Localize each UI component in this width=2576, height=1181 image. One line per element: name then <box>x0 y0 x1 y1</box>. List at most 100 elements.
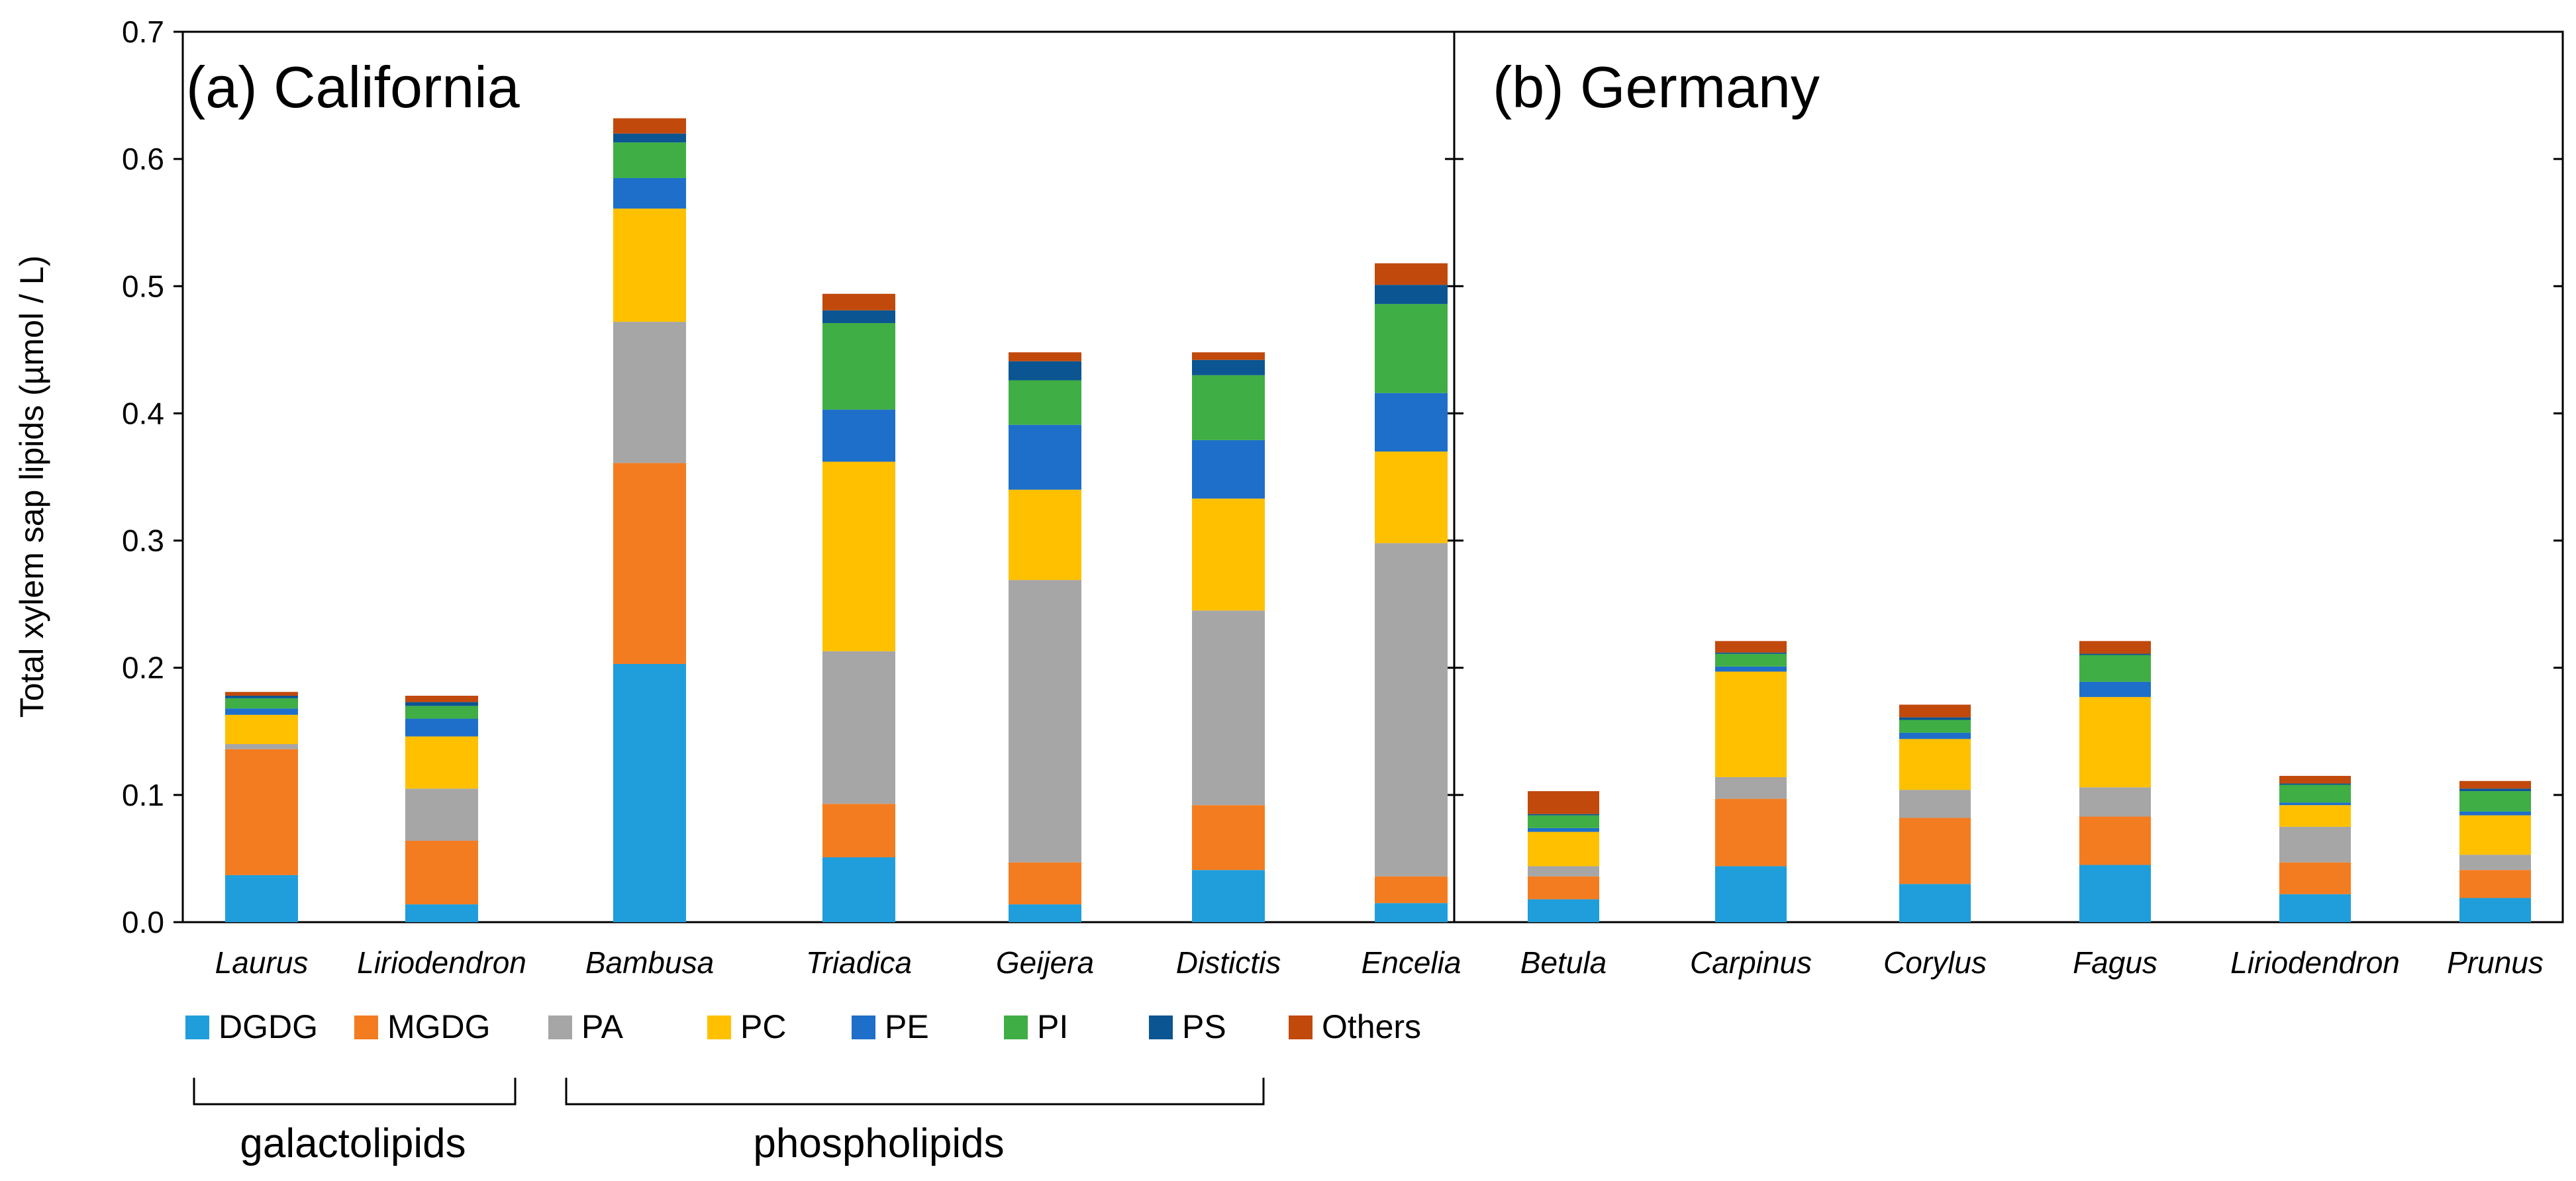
bar-encelia-pa <box>1375 543 1448 876</box>
bar-encelia-dgdg <box>1375 903 1448 922</box>
bar-geijera-ps <box>1009 361 1081 381</box>
bar-fagus-ps <box>2079 653 2151 655</box>
y-tick-label: 0.7 <box>122 15 164 49</box>
bar-distictis-pc <box>1192 498 1265 611</box>
x-tick-label: Carpinus <box>1690 945 1812 980</box>
bar-prunus-dgdg <box>2459 898 2531 922</box>
legend-label: PI <box>1037 1008 1068 1045</box>
bar-bambusa-pe <box>613 177 686 209</box>
panel-germany: (b) Germany Betula Carpinus Corylus Fagus Lir… <box>1453 30 2564 980</box>
bar-carpinus-pe <box>1715 666 1787 672</box>
bar-geijera-pi <box>1009 380 1081 425</box>
bar-carpinus-pc <box>1715 671 1787 777</box>
bar-betula-dgdg <box>1528 899 1599 922</box>
bar-stack-liriodendron <box>2279 776 2351 922</box>
bar-stack-fagus <box>2079 641 2151 922</box>
y-tick-label: 0.0 <box>122 905 164 939</box>
legend-label: PC <box>740 1008 786 1045</box>
legend-swatch <box>707 1016 731 1039</box>
bar-liriodendron-others <box>2279 776 2351 784</box>
x-tick-label: Geijera <box>996 945 1094 980</box>
bar-stack-laurus <box>225 692 298 922</box>
bar-laurus-pe <box>225 708 298 715</box>
bar-stack-distictis <box>1192 352 1265 922</box>
legend-swatch <box>548 1016 572 1039</box>
bar-fagus-others <box>2079 641 2151 654</box>
bar-fagus-pa <box>2079 787 2151 817</box>
bar-prunus-pc <box>2459 815 2531 855</box>
bar-prunus-pa <box>2459 855 2531 871</box>
bar-encelia-others <box>1375 263 1448 285</box>
legend-item-pi: PI <box>1004 1008 1068 1045</box>
bar-stack-prunus <box>2459 780 2531 922</box>
legend-item-pe: PE <box>852 1008 929 1045</box>
bar-distictis-pi <box>1192 375 1265 440</box>
bar-liriodendron-pe <box>405 718 478 737</box>
y-tick-label: 0.3 <box>122 524 164 558</box>
bar-liriodendron-pc <box>405 736 478 789</box>
x-tick-label: Betula <box>1520 945 1607 980</box>
bar-liriodendron-dgdg <box>405 904 478 922</box>
group-galactolipids: galactolipids <box>193 1078 517 1166</box>
legend-swatch <box>354 1016 378 1039</box>
bar-fagus-pi <box>2079 655 2151 682</box>
bar-liriodendron-dgdg <box>2279 894 2351 922</box>
bar-geijera-dgdg <box>1009 904 1081 922</box>
bar-laurus-others <box>225 692 298 696</box>
group-bracket <box>565 1078 1265 1106</box>
bar-distictis-ps <box>1192 359 1265 375</box>
legend-swatch <box>852 1016 875 1039</box>
y-tick-label: 0.5 <box>122 269 164 303</box>
bar-bambusa-pc <box>613 209 686 322</box>
legend-item-ps: PS <box>1149 1008 1226 1045</box>
bar-corylus-others <box>1899 704 1971 718</box>
x-tick-label: Liriodendron <box>2230 945 2400 980</box>
bar-geijera-pe <box>1009 424 1081 490</box>
legend-item-pa: PA <box>548 1008 624 1045</box>
x-tick-label: Laurus <box>215 945 309 980</box>
bar-corylus-pe <box>1899 732 1971 739</box>
bar-encelia-ps <box>1375 285 1448 305</box>
bar-liriodendron-ps <box>405 702 478 706</box>
bar-stack-liriodendron <box>405 695 478 922</box>
bar-betula-others <box>1528 791 1599 814</box>
bar-corylus-ps <box>1899 717 1971 720</box>
bar-triadica-pa <box>822 651 895 804</box>
bar-carpinus-others <box>1715 641 1787 653</box>
x-tick-label: Corylus <box>1883 945 1987 980</box>
legend-label: PS <box>1182 1008 1226 1045</box>
legend-item-dgdg: DGDG <box>185 1008 318 1045</box>
bar-prunus-mgdg <box>2459 870 2531 898</box>
group-bracket <box>193 1078 517 1106</box>
bar-carpinus-pi <box>1715 653 1787 667</box>
bar-triadica-ps <box>822 310 895 324</box>
x-tick-label: Distictis <box>1176 945 1281 980</box>
legend-item-mgdg: MGDG <box>354 1008 491 1045</box>
bar-stack-carpinus <box>1715 641 1787 922</box>
bar-liriodendron-others <box>405 695 478 702</box>
bar-betula-pe <box>1528 827 1599 832</box>
bar-triadica-pi <box>822 323 895 410</box>
lipid-groups: galactolipids phospholipids <box>193 1078 1265 1166</box>
legend-label: DGDG <box>219 1008 318 1045</box>
bar-geijera-pa <box>1009 580 1081 863</box>
bar-liriodendron-ps <box>2279 783 2351 785</box>
bar-prunus-ps <box>2459 788 2531 792</box>
bar-fagus-mgdg <box>2079 816 2151 865</box>
bar-prunus-pi <box>2459 791 2531 812</box>
bar-corylus-mgdg <box>1899 818 1971 884</box>
legend-label: Others <box>1322 1008 1421 1045</box>
bar-liriodendron-pc <box>2279 805 2351 827</box>
panel-frame <box>1453 30 2564 923</box>
bar-betula-pa <box>1528 866 1599 876</box>
panel-title: (a) California <box>186 54 520 120</box>
bar-bambusa-pi <box>613 142 686 178</box>
y-axis-label: Total xylem sap lipids (µmol / L) <box>13 256 50 718</box>
bar-geijera-pc <box>1009 489 1081 581</box>
bar-triadica-mgdg <box>822 804 895 858</box>
legend-swatch <box>185 1016 209 1039</box>
x-tick-label: Triadica <box>806 945 912 980</box>
legend-item-pc: PC <box>707 1008 786 1045</box>
bar-geijera-others <box>1009 352 1081 361</box>
bar-fagus-pe <box>2079 681 2151 697</box>
